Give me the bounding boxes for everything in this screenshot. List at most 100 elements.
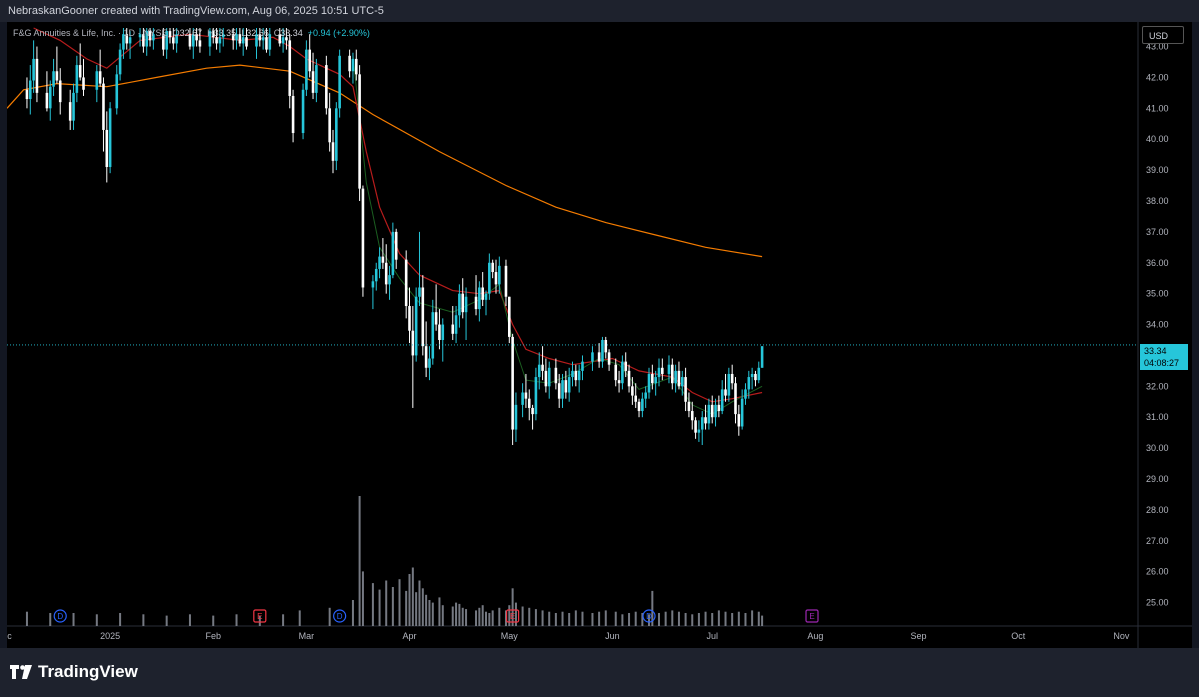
candle-body: [674, 370, 677, 384]
event-marker-label: D: [646, 612, 652, 621]
price-chart[interactable]: 43.00 42.00 41.00 40.00 39.00 38.00 37.00 36.00…: [7, 22, 1192, 648]
volume-bar: [431, 602, 434, 626]
volume-bar: [534, 609, 537, 626]
candle-body: [45, 92, 49, 109]
candle-body: [218, 37, 222, 44]
x-tick-label: Nov: [1113, 631, 1130, 641]
y-tick-label: 39.00: [1146, 165, 1169, 175]
earnings-marker-icon: [805, 609, 819, 623]
x-tick-label: ec: [7, 631, 12, 641]
volume-bar: [398, 579, 401, 626]
volume-bar: [408, 574, 411, 626]
dividend-marker-icon: [53, 609, 67, 623]
volume-bar: [511, 588, 514, 626]
candle-body: [215, 37, 218, 44]
volume-bar: [521, 606, 524, 626]
candle-body: [261, 37, 265, 41]
open-value: 32.67: [179, 28, 203, 38]
volume-bar: [717, 610, 720, 626]
currency-selector[interactable]: USD: [1142, 26, 1184, 44]
candle-body: [617, 380, 621, 384]
y-tick-label: 34.00: [1146, 320, 1169, 330]
candle-body: [58, 80, 62, 103]
volume-bar: [504, 610, 507, 626]
candle-body: [78, 65, 82, 78]
volume-bar: [72, 613, 75, 626]
candle-body: [148, 31, 152, 41]
candle-body: [165, 31, 168, 50]
chart-area[interactable]: 43.00 42.00 41.00 40.00 39.00 38.00 37.00 36.00…: [7, 22, 1192, 648]
volume-bar: [561, 611, 564, 626]
volume-bar: [761, 615, 764, 626]
y-tick-label: 31.00: [1146, 412, 1169, 422]
volume-bar: [581, 611, 584, 626]
candle-body: [231, 34, 235, 41]
volume-bar: [554, 613, 557, 626]
symbol-legend: F&G Annuities & Life, Inc. · 1D · NYSE O…: [13, 28, 370, 38]
volume-bar: [604, 610, 607, 626]
candle-body: [521, 392, 524, 405]
candle-body: [750, 373, 754, 378]
candle-body: [504, 265, 508, 297]
candle-body: [208, 31, 212, 47]
volume-bar: [485, 611, 488, 626]
tradingview-logo[interactable]: TradingView: [10, 662, 138, 682]
x-tick-label: May: [501, 631, 519, 641]
candle-body: [547, 367, 551, 387]
candle-body: [524, 392, 528, 399]
candle-body: [747, 377, 751, 390]
volume-bar: [677, 611, 680, 626]
y-tick-label: 42.00: [1146, 72, 1169, 82]
candle-body: [541, 364, 544, 371]
volume-bar: [378, 589, 381, 626]
candle-body: [557, 383, 561, 399]
y-tick-label: 35.00: [1146, 289, 1169, 299]
volume-bar: [634, 611, 637, 626]
last-price-tag: 33.34 04:08:27: [1140, 344, 1188, 370]
candle-body: [418, 287, 421, 297]
candle-body: [381, 256, 385, 263]
volume-bar: [724, 611, 727, 626]
volume-bar: [25, 611, 28, 626]
candle-body: [464, 296, 468, 313]
earnings-marker-icon: [253, 609, 267, 623]
candle-body: [724, 389, 727, 396]
dividend-marker-icon: [642, 609, 656, 623]
candle-body: [544, 370, 548, 387]
candle-body: [537, 364, 541, 378]
volume-bar: [548, 611, 551, 626]
candle-body: [331, 142, 335, 161]
candle-body: [198, 40, 202, 47]
candle-body: [325, 65, 328, 109]
candle-body: [690, 411, 694, 421]
volume-bar: [328, 607, 331, 626]
event-marker-label: D: [337, 612, 343, 621]
volume-bar: [188, 614, 191, 626]
volume-bar: [488, 613, 491, 626]
candle-body: [704, 417, 707, 424]
candle-body: [361, 188, 365, 288]
volume-bar: [737, 611, 740, 626]
candle-body: [404, 259, 408, 307]
volume-bar: [481, 605, 484, 626]
x-tick-label: Oct: [1011, 631, 1026, 641]
logo-text: TradingView: [38, 662, 138, 681]
close-value: 33.34: [280, 28, 303, 38]
candle-body: [328, 108, 331, 143]
candle-body: [75, 65, 79, 93]
candle-body: [52, 71, 55, 87]
candle-body: [740, 398, 744, 427]
candle-body: [238, 34, 242, 44]
volume-bar: [711, 613, 714, 626]
candle-body: [431, 312, 435, 359]
candle-body: [288, 40, 292, 96]
candle-body: [168, 31, 172, 38]
candle-body: [458, 293, 461, 316]
x-tick-label: Feb: [205, 631, 221, 641]
candle-body: [720, 389, 724, 412]
volume-bar: [671, 610, 674, 626]
candle-body: [667, 364, 671, 374]
candle-body: [438, 324, 441, 340]
candle-body: [291, 95, 295, 134]
candle-body: [647, 373, 651, 393]
